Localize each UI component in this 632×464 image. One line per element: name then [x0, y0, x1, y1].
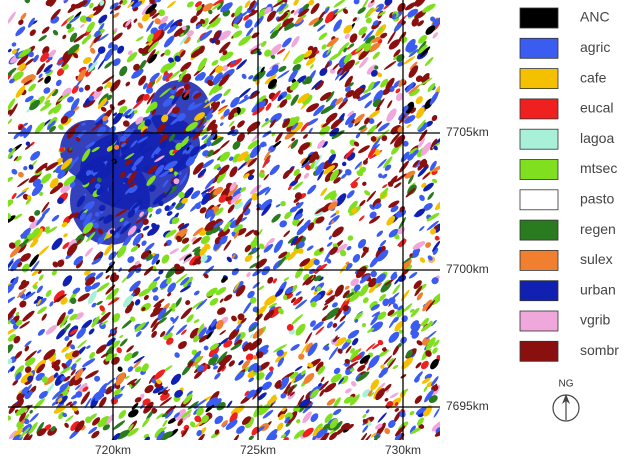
legend-swatch: [520, 311, 558, 331]
legend-label: mtsec: [580, 160, 617, 176]
legend-label: pasto: [580, 191, 614, 207]
northing-label: 7700km: [446, 262, 489, 276]
legend-swatch: [520, 8, 558, 28]
legend-swatch: [520, 38, 558, 58]
legend-label: regen: [580, 221, 616, 237]
legend-swatch: [520, 250, 558, 270]
legend-label: vgrib: [580, 312, 611, 328]
legend-label: cafe: [580, 69, 607, 85]
legend-swatch: [520, 281, 558, 301]
legend-label: ANC: [580, 9, 610, 25]
legend-label: sombr: [580, 342, 619, 358]
legend: ANC agric cafe eucal lagoa mtsec pasto regen sul…: [520, 8, 619, 361]
northing-label: 7705km: [446, 125, 489, 139]
legend-swatch: [520, 190, 558, 210]
legend-label: urban: [580, 281, 616, 297]
legend-label: eucal: [580, 100, 613, 116]
north-label: NG: [559, 379, 574, 390]
legend-swatch: [520, 129, 558, 149]
legend-swatch: [520, 160, 558, 180]
north-arrow: NG: [553, 379, 579, 421]
legend-swatch: [520, 99, 558, 119]
legend-label: sulex: [580, 251, 613, 267]
legend-label: agric: [580, 39, 610, 55]
legend-swatch: [520, 69, 558, 89]
easting-label: 720km: [95, 443, 131, 457]
easting-label: 730km: [385, 443, 421, 457]
land-use-map: 720km 725km 730km 7705km 7700km 7695km ANC agr…: [0, 0, 632, 459]
legend-label: lagoa: [580, 130, 614, 146]
easting-label: 725km: [240, 443, 276, 457]
legend-swatch: [520, 220, 558, 240]
legend-swatch: [520, 341, 558, 361]
northing-label: 7695km: [446, 399, 489, 413]
